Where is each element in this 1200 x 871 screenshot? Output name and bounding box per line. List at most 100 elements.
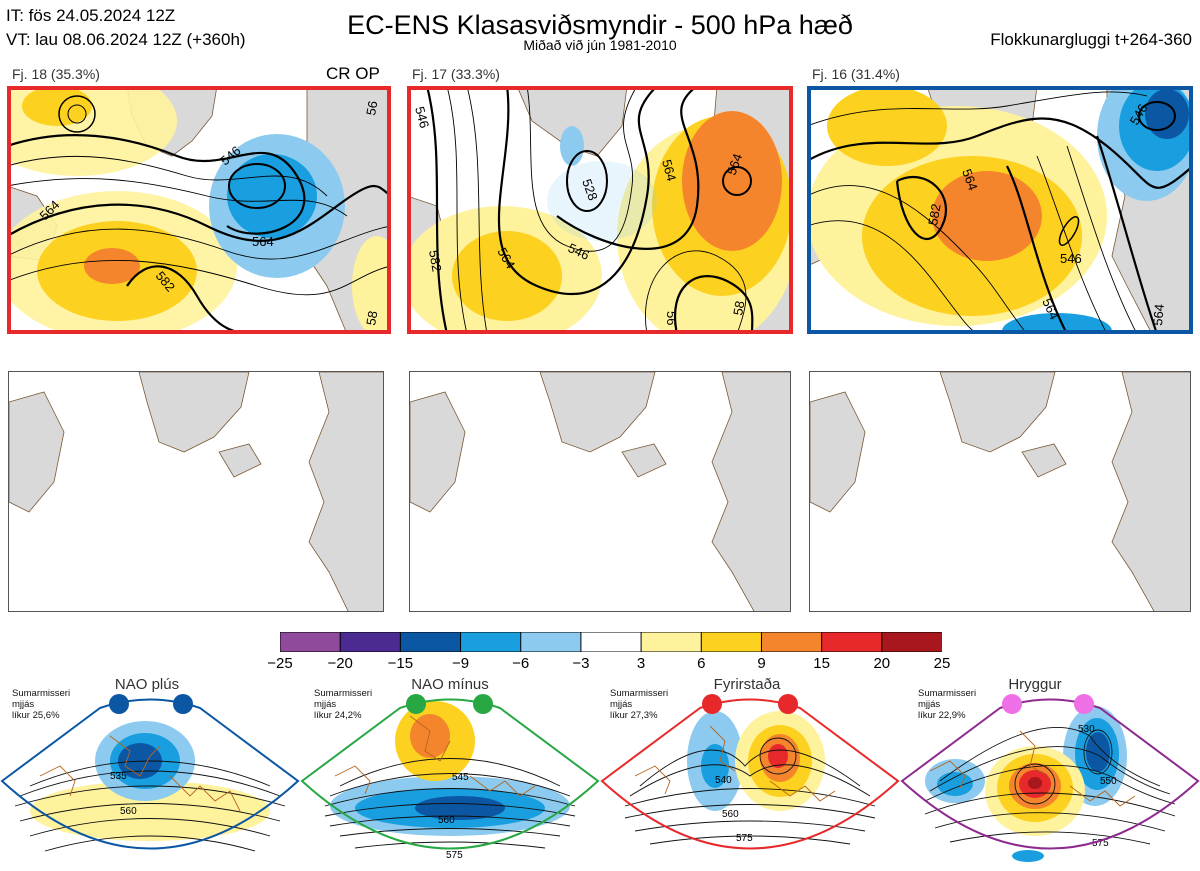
contour <box>1006 165 1068 334</box>
contour-label: 564 <box>659 158 679 183</box>
regime-season-text: Sumarmisseri mjjás líkur 22,9% <box>918 688 1008 721</box>
land <box>939 372 1056 453</box>
regime-mean: mjjás <box>12 699 35 710</box>
regime-season: Sumarmisseri <box>918 688 977 699</box>
colorbar <box>279 631 944 653</box>
colorbar-bin <box>399 631 462 653</box>
contour <box>354 841 546 849</box>
empty-map-3-svg <box>810 372 1190 611</box>
regime-probability: líkur 25,6% <box>12 710 60 721</box>
contour <box>446 86 468 334</box>
colorbar-tick: 9 <box>757 655 766 672</box>
contour <box>29 760 271 787</box>
colorbar-tick: −20 <box>327 655 353 672</box>
cluster-16-map[interactable]: 546 564 582 546 564 564 <box>807 86 1193 334</box>
contour <box>1095 135 1159 334</box>
regime-dot <box>173 694 193 714</box>
contour-label: 535 <box>110 771 127 782</box>
coastline <box>1069 785 1136 807</box>
regime-ridge-svg: 530 550 575 <box>900 694 1200 862</box>
contour <box>1138 101 1176 131</box>
contour <box>759 737 797 775</box>
contour <box>58 95 96 133</box>
anomaly-negative <box>1086 732 1110 772</box>
regime-dot <box>1074 694 1094 714</box>
contour-label: 564 <box>724 152 746 178</box>
contour-label: 582 <box>925 203 944 227</box>
contours <box>807 91 1193 334</box>
regime-probability: líkur 22,9% <box>918 710 966 721</box>
colorbar-bin <box>700 631 763 653</box>
coastline <box>169 775 241 812</box>
land <box>539 372 656 453</box>
page-title: EC-ENS Klasasviðsmyndir - 500 hPa hæð <box>347 10 853 40</box>
contour <box>674 275 754 334</box>
contour-label: 575 <box>1092 838 1109 849</box>
panel-frame <box>807 86 1193 334</box>
panel-frame <box>7 86 391 334</box>
contour-label: 564 <box>1150 303 1167 326</box>
fan-outline <box>900 698 1200 850</box>
colorbar-tick: 20 <box>873 655 891 672</box>
contour <box>7 134 306 235</box>
regime-nao-plus: NAO plús Sumarmisseri mjjás líkur 25,6% … <box>0 676 300 871</box>
colorbar-bin <box>640 631 703 653</box>
regime-mean: mjjás <box>610 699 633 710</box>
contour-label: 560 <box>722 809 739 820</box>
colorbar-tick: −25 <box>267 655 293 672</box>
anomaly-positive <box>682 111 782 251</box>
cluster-18-map[interactable]: 546 564 564 582 56 58 <box>7 86 391 334</box>
regime-contours <box>324 758 576 849</box>
contour-label: 56 <box>664 311 679 325</box>
contour <box>895 175 948 240</box>
contour <box>44 835 256 852</box>
fan-outline <box>0 698 300 850</box>
regime-nao-minus-svg: 545 560 575 <box>300 694 600 861</box>
contour <box>807 117 1193 189</box>
contour <box>934 812 1166 832</box>
contour-label: 575 <box>446 850 463 861</box>
coastline <box>709 725 736 772</box>
regime-probability: líkur 24,2% <box>314 710 362 721</box>
contour <box>949 831 1151 845</box>
cluster-17-map[interactable]: 546 528 564 564 546 582 564 56 58 <box>407 86 793 334</box>
contour <box>807 91 1148 127</box>
contour-label: 528 <box>579 177 601 203</box>
contour-label: 546 <box>412 105 432 130</box>
contour <box>1058 216 1080 246</box>
land <box>621 443 667 478</box>
contour <box>929 746 1171 795</box>
colorbar-tick: 3 <box>636 655 646 672</box>
contour <box>807 220 978 334</box>
coastline <box>409 715 451 762</box>
contour-label: 582 <box>426 249 445 273</box>
regime-title: Hryggur <box>1008 676 1062 693</box>
regime-mean: mjjás <box>314 699 337 710</box>
coastline <box>109 735 161 777</box>
empty-map-1-svg <box>9 372 383 611</box>
anomaly-positive <box>932 171 1042 261</box>
land <box>711 372 790 611</box>
cluster-18-crop-op: CR OP <box>326 64 380 83</box>
contour-label: 530 <box>1078 724 1095 735</box>
contour <box>466 86 488 334</box>
colorbar-bin <box>279 631 342 653</box>
page-subtitle: Miðað við jún 1981-2010 <box>523 37 677 53</box>
contour <box>807 185 1028 334</box>
coastlines <box>929 730 1136 807</box>
cluster-16-map-svg: 546 564 582 546 564 564 <box>807 86 1193 334</box>
contour <box>7 155 328 197</box>
regime-season-text: Sumarmisseri mjjás líkur 27,3% <box>610 688 700 721</box>
colorbar-tick: 25 <box>933 655 951 672</box>
land <box>810 391 866 513</box>
cluster-16-label: Fj. 16 (31.4%) <box>812 66 900 82</box>
cluster-17-map-svg: 546 528 564 564 546 582 564 56 58 <box>407 86 793 334</box>
contour-label: 56 <box>363 100 380 117</box>
contour <box>29 818 271 837</box>
anomaly-positive <box>1028 777 1042 789</box>
contour <box>324 803 576 817</box>
colorbar-tick: −15 <box>387 655 414 672</box>
contour <box>329 773 571 797</box>
contour-label: 540 <box>715 775 732 786</box>
colorbar-bin <box>339 631 402 653</box>
